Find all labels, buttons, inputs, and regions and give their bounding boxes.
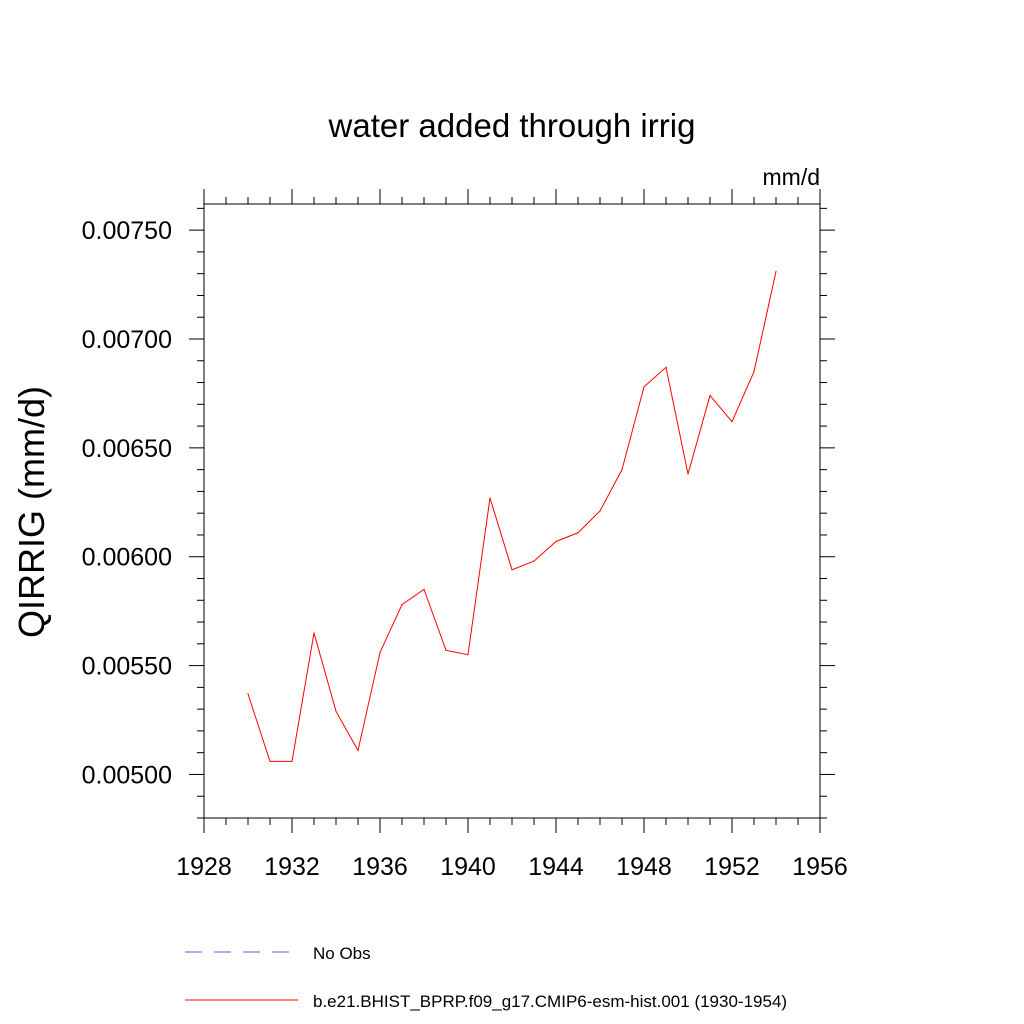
data-point [731,421,733,423]
units-label: mm/d [763,164,821,190]
chart-title: water added through irrig [328,107,696,144]
y-tick-label: 0.00650 [82,435,172,463]
data-point [423,588,425,590]
data-point [401,604,403,606]
y-tick-label: 0.00500 [82,761,172,789]
y-tick-label: 0.00600 [82,544,172,572]
data-point [533,560,535,562]
data-point [247,693,249,695]
data-point [379,651,381,654]
data-point [687,473,689,475]
legend-label-model-run: b.e21.BHIST_BPRP.f09_g17.CMIP6-esm-hist.… [313,992,787,1011]
data-point [357,749,359,752]
data-point [753,371,755,373]
y-tick-label: 0.00700 [82,326,172,354]
data-point [599,510,601,512]
data-point [269,760,271,762]
data-point [291,760,293,762]
x-tick-label: 1932 [264,853,320,881]
plot-frame [203,203,821,819]
data-point [555,540,557,543]
axis-ticks [189,189,835,833]
data-point [335,710,337,712]
data-point [643,386,645,388]
y-tick-label: 0.00750 [82,217,172,245]
data-point [467,654,469,656]
x-tick-label: 1944 [528,853,584,881]
data-point [511,569,513,571]
data-point [489,497,491,499]
legend: No Obs b.e21.BHIST_BPRP.f09_g17.CMIP6-es… [185,944,787,1011]
x-tick-label: 1948 [616,853,672,881]
data-point [445,649,447,651]
series-group [247,270,777,762]
x-tick-labels: 1928 1932 1936 1940 1944 1948 1952 1956 [176,853,848,881]
x-tick-label: 1928 [176,853,232,881]
x-tick-label: 1940 [440,853,496,881]
data-point [577,532,579,534]
series-line [247,271,777,762]
y-tick-labels: 0.00500 0.00550 0.00600 0.00650 0.00700 0.007… [82,217,172,789]
legend-label-no-obs: No Obs [313,944,371,963]
y-tick-label: 0.00550 [82,653,172,681]
data-point [313,632,315,634]
data-point [775,270,777,273]
data-point [665,366,667,368]
x-tick-label: 1936 [352,853,408,881]
data-point [621,469,623,471]
y-axis-label: QIRRIG (mm/d) [11,386,52,638]
x-tick-label: 1956 [792,853,848,881]
data-point [709,395,711,397]
x-tick-label: 1952 [704,853,760,881]
